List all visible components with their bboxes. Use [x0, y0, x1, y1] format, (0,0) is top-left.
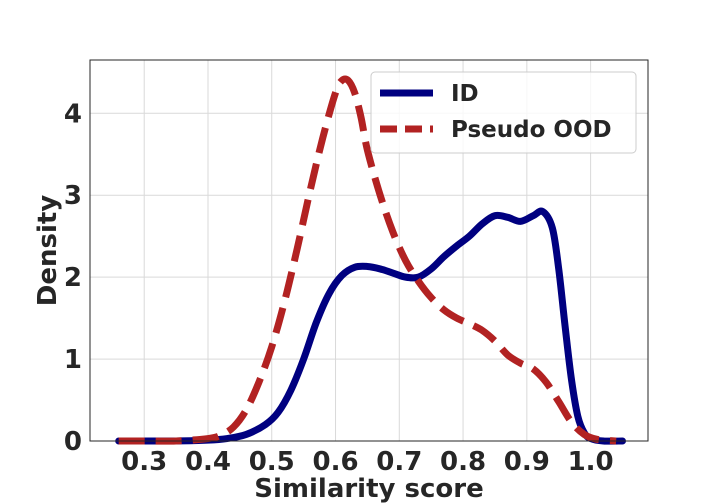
y-tick-label: 2: [64, 263, 82, 293]
series-line-id: [115, 207, 626, 445]
x-tick-label: 0.5: [249, 447, 295, 477]
x-tick-label: 0.8: [440, 447, 486, 477]
x-tick-label: 0.3: [121, 447, 167, 477]
legend-label-pseudo-ood: Pseudo OOD: [451, 117, 612, 143]
legend-label-id: ID: [451, 81, 479, 107]
x-tick-label: 0.7: [376, 447, 422, 477]
y-axis-label: Density: [33, 195, 63, 307]
legend: ID Pseudo OOD: [370, 71, 637, 154]
y-tick-label: 0: [64, 427, 82, 457]
tick-labels: 0.3 0.4 0.5 0.6 0.7 0.8 0.9 1.0 0 1 2 3 4: [64, 99, 614, 477]
series-lines: [115, 75, 626, 445]
x-axis-label: Similarity score: [254, 474, 483, 504]
x-tick-label: 0.6: [312, 447, 358, 477]
x-tick-label: 0.4: [185, 447, 231, 477]
plot-frame: [89, 59, 649, 442]
x-tick-label: 0.9: [504, 447, 550, 477]
y-tick-label: 1: [64, 345, 82, 375]
y-tick-label: 3: [64, 181, 82, 211]
y-tick-label: 4: [64, 99, 82, 129]
legend-box: [370, 71, 637, 154]
x-tick-label: 1.0: [568, 447, 614, 477]
